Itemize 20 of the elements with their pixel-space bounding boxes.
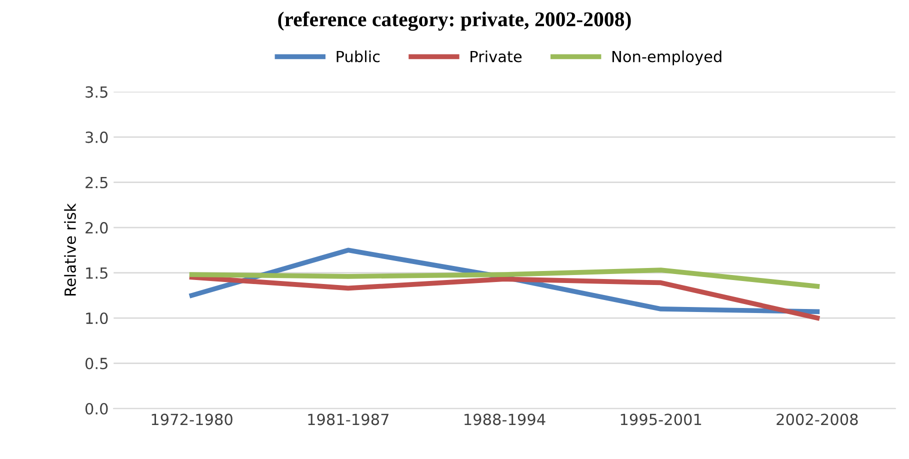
x-tick-label: 1988-1994 [464,414,546,426]
legend-label: Public [336,50,380,62]
line-series [189,268,820,289]
x-tick-label: 1972-1980 [152,414,232,426]
y-tick-label: 0.5 [85,358,108,370]
y-tick-label: 2.0 [86,222,108,234]
y-tick-label: 1.5 [86,267,108,279]
x-tick-label: 1981-1987 [308,414,388,426]
y-tick-label: 1.0 [86,312,108,324]
y-tick-label: 0.0 [85,402,108,415]
y-tick-label: 3.5 [86,86,108,98]
line-series [189,274,820,320]
legend-label: Non-employed [612,50,722,66]
x-tick-label: 2002-2008 [776,414,858,426]
y-tick-label: 2.5 [86,176,108,188]
chart-title: (reference category: private, 2002-2008) [278,11,631,31]
y-tick-label: 3.0 [86,132,108,144]
y-axis-title: Relative risk [64,203,76,296]
x-tick-label: 1995-2001 [620,414,702,426]
legend-label: Private [470,50,522,62]
